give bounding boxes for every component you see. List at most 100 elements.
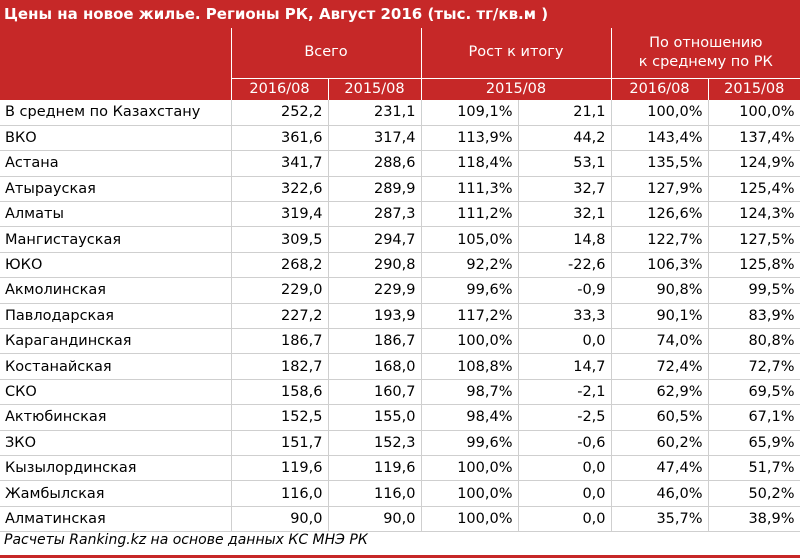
ratio-2015-cell: 125,8% [708, 252, 800, 279]
growth-pct-cell: 99,6% [421, 277, 519, 304]
growth-pct-cell: 99,6% [421, 430, 519, 456]
ratio-2015-cell: 83,9% [708, 303, 800, 330]
growth-abs-cell: 0,0 [518, 480, 612, 507]
ratio-2016-cell: 126,6% [611, 201, 709, 228]
price-2016-cell: 322,6 [230, 176, 329, 203]
ratio-2016-header: 2016/08 [610, 77, 709, 100]
growth-abs-cell: -0,9 [518, 277, 612, 304]
price-2016-cell: 119,6 [230, 455, 329, 482]
ratio-2015-cell: 100,0% [708, 100, 800, 126]
growth-abs-cell: 0,0 [518, 455, 612, 482]
ratio-2015-header: 2015/08 [707, 77, 800, 100]
price-2016-cell: 186,7 [230, 328, 329, 355]
price-2015-cell: 231,1 [328, 100, 422, 126]
price-2016-cell: 151,7 [230, 430, 329, 456]
price-2015-cell: 152,3 [328, 430, 422, 456]
price-2015-cell: 119,6 [328, 455, 422, 482]
price-2015-cell: 160,7 [328, 379, 422, 406]
table-row: Алматы 319,4 287,3 111,2% 32,1 126,6% 124,3% [0, 201, 800, 228]
price-2016-cell: 116,0 [230, 480, 329, 507]
ratio-2016-cell: 143,4% [611, 125, 709, 152]
price-2016-cell: 227,2 [230, 303, 329, 330]
ratio-2016-cell: 100,0% [611, 100, 709, 126]
region-cell: Мангистауская [0, 226, 232, 253]
prices-table: Всего Рост к итогу По отношению к средне… [0, 28, 800, 533]
price-2016-cell: 252,2 [230, 100, 329, 126]
price-2015-cell: 116,0 [328, 480, 422, 507]
price-2016-cell: 309,5 [230, 226, 329, 253]
price-2015-cell: 287,3 [328, 201, 422, 228]
growth-abs-cell: -2,5 [518, 404, 612, 431]
growth-pct-cell: 98,7% [421, 379, 519, 406]
growth-pct-cell: 92,2% [421, 252, 519, 279]
ratio-2015-cell: 38,9% [708, 506, 800, 533]
ratio-2015-cell: 124,9% [708, 150, 800, 177]
region-cell: ЮКО [0, 252, 232, 279]
growth-abs-cell: 32,7 [518, 176, 612, 203]
growth-pct-cell: 105,0% [421, 226, 519, 253]
region-cell: Атырауская [0, 176, 232, 203]
table-row: ЮКО 268,2 290,8 92,2% -22,6 106,3% 125,8% [0, 252, 800, 279]
region-cell: СКО [0, 379, 232, 406]
region-cell: Карагандинская [0, 328, 232, 355]
ratio-2016-cell: 60,2% [611, 430, 709, 456]
ratio-2016-cell: 46,0% [611, 480, 709, 507]
growth-abs-cell: -0,6 [518, 430, 612, 456]
price-2015-cell: 155,0 [328, 404, 422, 431]
ratio-2015-cell: 69,5% [708, 379, 800, 406]
growth-pct-cell: 100,0% [421, 455, 519, 482]
table-row: ВКО 361,6 317,4 113,9% 44,2 143,4% 137,4% [0, 125, 800, 152]
growth-abs-cell: 14,8 [518, 226, 612, 253]
growth-pct-cell: 100,0% [421, 506, 519, 533]
growth-header: Рост к итогу [420, 28, 612, 78]
region-cell: Павлодарская [0, 303, 232, 330]
table-body: В среднем по Казахстану 252,2 231,1 109,1% 2… [0, 100, 800, 533]
table-row: В среднем по Казахстану 252,2 231,1 109,1% 2… [0, 100, 800, 126]
price-2015-cell: 289,9 [328, 176, 422, 203]
table-title: Цены на новое жилье. Регионы РК, Август … [0, 0, 800, 28]
ratio-2016-cell: 47,4% [611, 455, 709, 482]
bottom-rule [0, 555, 800, 558]
price-2015-cell: 288,6 [328, 150, 422, 177]
ratio-2015-cell: 67,1% [708, 404, 800, 431]
ratio-header-line1: По отношению [649, 34, 763, 51]
source-note: Расчеты Ranking.kz на основе данных КС М… [4, 532, 368, 548]
growth-abs-cell: 44,2 [518, 125, 612, 152]
total-2016-header: 2016/08 [230, 77, 328, 100]
table-row: СКО 158,6 160,7 98,7% -2,1 62,9% 69,5% [0, 379, 800, 406]
region-cell: Алматы [0, 201, 232, 228]
price-2016-cell: 152,5 [230, 404, 329, 431]
price-2016-cell: 319,4 [230, 201, 329, 228]
price-2015-cell: 168,0 [328, 353, 422, 380]
table-row: Карагандинская 186,7 186,7 100,0% 0,0 74,0% 80… [0, 328, 800, 355]
ratio-2016-cell: 35,7% [611, 506, 709, 533]
table-row: Костанайская 182,7 168,0 108,8% 14,7 72,4% 72,… [0, 353, 800, 380]
ratio-2015-cell: 127,5% [708, 226, 800, 253]
region-cell: В среднем по Казахстану [0, 100, 232, 126]
ratio-2016-cell: 122,7% [611, 226, 709, 253]
ratio-2015-cell: 65,9% [708, 430, 800, 456]
header-row-1: Всего Рост к итогу По отношению к средне… [0, 28, 800, 100]
growth-abs-cell: 21,1 [518, 100, 612, 126]
growth-abs-cell: 0,0 [518, 506, 612, 533]
ratio-2016-cell: 90,1% [611, 303, 709, 330]
growth-pct-cell: 117,2% [421, 303, 519, 330]
price-2015-cell: 290,8 [328, 252, 422, 279]
growth-abs-cell: 53,1 [518, 150, 612, 177]
total-header: Всего [230, 28, 421, 78]
growth-pct-cell: 98,4% [421, 404, 519, 431]
growth-pct-cell: 111,3% [421, 176, 519, 203]
header-row-2: 2016/08 2015/08 2015/08 2016/08 2015/08 [0, 77, 800, 100]
ratio-header: По отношению к среднему по РК [610, 28, 800, 78]
growth-pct-cell: 100,0% [421, 480, 519, 507]
price-2016-cell: 361,6 [230, 125, 329, 152]
growth-abs-cell: 14,7 [518, 353, 612, 380]
region-cell: Актюбинская [0, 404, 232, 431]
price-2015-cell: 90,0 [328, 506, 422, 533]
region-cell: ВКО [0, 125, 232, 152]
total-2015-header: 2015/08 [327, 77, 421, 100]
price-2016-cell: 182,7 [230, 353, 329, 380]
table-row: Мангистауская 309,5 294,7 105,0% 14,8 122,7% 1… [0, 226, 800, 253]
table-row: Алматинская 90,0 90,0 100,0% 0,0 35,7% 38,9% [0, 506, 800, 533]
